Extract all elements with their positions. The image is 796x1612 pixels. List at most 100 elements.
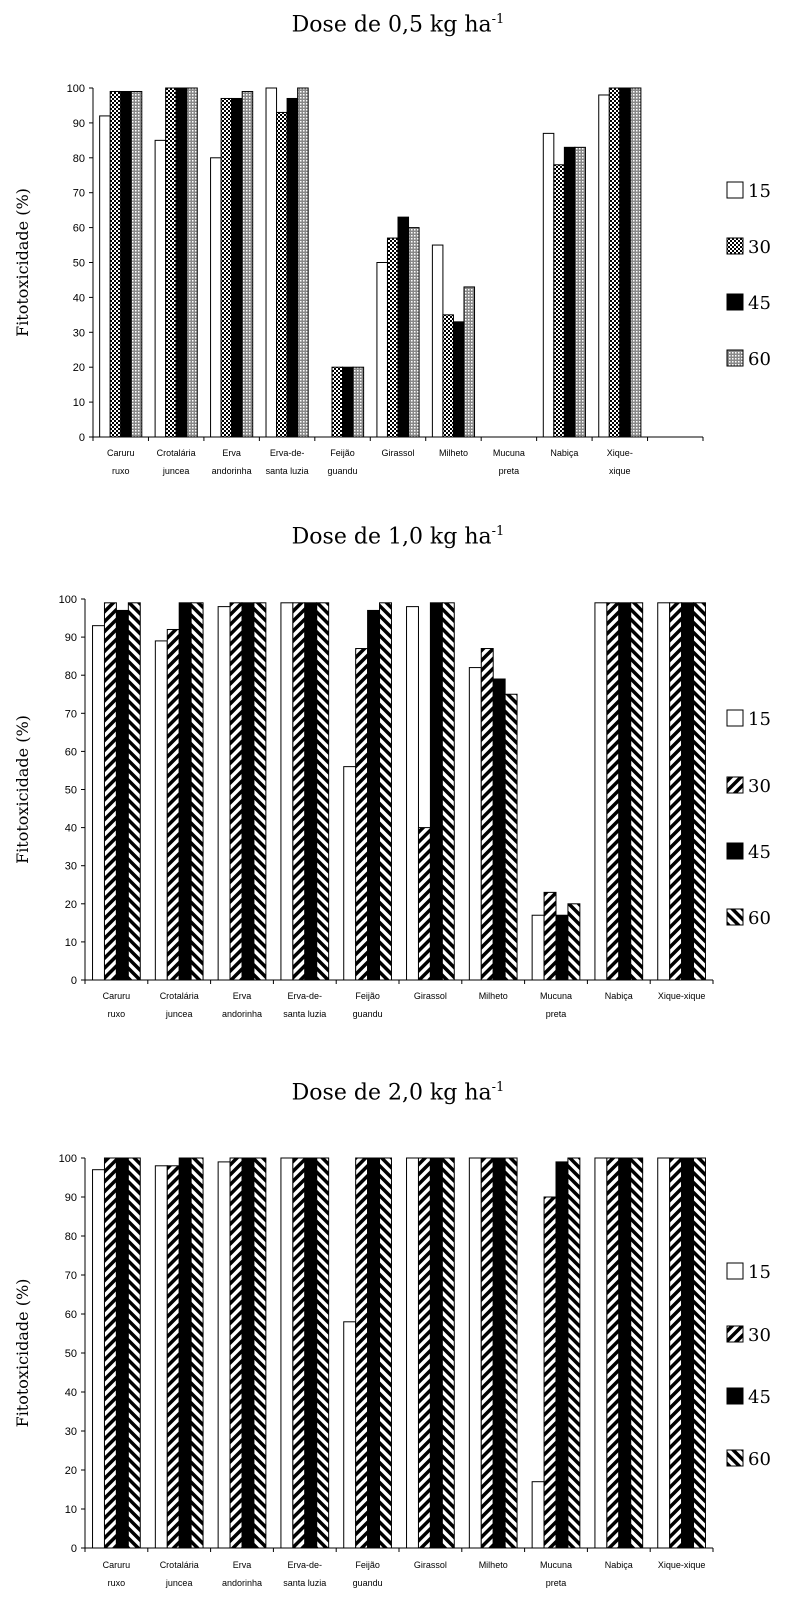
- chart-title-sup-2: -1: [491, 524, 505, 539]
- bar-45: [286, 97, 299, 438]
- legend-label: 30: [748, 776, 771, 797]
- chart-title-sup-1: -1: [491, 12, 505, 27]
- bar-45: [367, 1157, 381, 1549]
- bar-15: [406, 606, 419, 981]
- legend-label: 15: [748, 181, 771, 202]
- x-category-label-line2: juncea: [165, 1009, 193, 1019]
- bar-15: [280, 602, 294, 981]
- bar-30: [109, 90, 122, 438]
- bar-30: [442, 314, 454, 438]
- bar-60: [504, 693, 518, 981]
- x-category-label-line2: andorinha: [222, 1578, 262, 1588]
- x-category-label: Xique-xique: [658, 1560, 706, 1570]
- legend-label: 60: [748, 908, 771, 929]
- x-category-label: Caruru: [103, 991, 131, 1001]
- bar-45: [178, 602, 192, 981]
- x-category-label: Erva-de-: [270, 448, 305, 458]
- bar-45: [681, 602, 695, 981]
- legend-swatch-15: [726, 709, 744, 727]
- bar-30: [355, 648, 369, 981]
- y-tick-label: 40: [65, 1387, 77, 1399]
- bar-30: [355, 1157, 369, 1549]
- x-category-label-line2: ruxo: [112, 466, 130, 476]
- legend-label: 30: [748, 237, 771, 258]
- x-category-label: Caruru: [107, 448, 135, 458]
- x-category-label-line2: andorinha: [222, 1009, 262, 1019]
- x-category-label-line2: preta: [499, 466, 520, 476]
- bar-15: [217, 1161, 231, 1549]
- x-category-label: Milheto: [479, 991, 508, 1001]
- bar-60: [379, 1157, 392, 1549]
- y-tick-label: 10: [65, 1504, 77, 1516]
- legend-swatch-30: [726, 237, 744, 255]
- bar-30: [669, 602, 683, 981]
- y-axis-label: Fitotoxicidade (%): [13, 715, 32, 864]
- bar-15: [542, 132, 555, 438]
- bar-15: [210, 157, 222, 438]
- bar-45: [681, 1157, 695, 1549]
- bar-15: [657, 602, 671, 981]
- x-category-label: Erva: [233, 1560, 252, 1570]
- bar-30: [606, 1157, 620, 1549]
- bar-45: [492, 678, 506, 981]
- y-tick-label: 70: [65, 708, 77, 720]
- bar-45: [367, 609, 381, 981]
- x-category-label: Feijão: [330, 448, 355, 458]
- bar-45: [452, 321, 465, 438]
- bar-45: [429, 1157, 443, 1549]
- bar-60: [630, 602, 644, 981]
- bar-chart-1: Fitotoxicidade (%) 0 10 20 30 40 50 60 70 80 90 100…: [13, 83, 771, 476]
- bar-45: [619, 87, 631, 438]
- bar-30: [103, 1157, 117, 1549]
- x-category-label: Feijão: [355, 1560, 380, 1570]
- x-category-label-line2: xique: [609, 466, 631, 476]
- y-tick-label: 60: [65, 746, 77, 758]
- bar-45: [429, 602, 443, 981]
- bar-45: [231, 97, 243, 438]
- y-tick-label: 100: [67, 83, 85, 95]
- bar-45: [342, 366, 354, 438]
- bar-30: [229, 602, 243, 981]
- y-tick-label: 40: [65, 823, 77, 835]
- bar-60: [297, 87, 309, 438]
- bar-15: [376, 262, 388, 438]
- bar-15: [468, 667, 482, 981]
- bar-30: [543, 891, 557, 981]
- bar-15: [343, 766, 357, 981]
- bar-60: [379, 602, 392, 981]
- y-tick-label: 30: [65, 861, 77, 873]
- legend-label: 30: [748, 1325, 771, 1346]
- bar-15: [594, 1157, 608, 1549]
- bar-30: [386, 237, 399, 438]
- bar-60: [567, 903, 581, 981]
- x-category-label-line2: juncea: [162, 466, 190, 476]
- x-category-label: Girassol: [414, 991, 447, 1001]
- bar-30: [669, 1157, 683, 1549]
- y-tick-label: 50: [65, 785, 77, 797]
- legend-label: 45: [748, 293, 771, 314]
- y-tick-label: 70: [73, 188, 85, 200]
- x-category-label: Feijão: [355, 991, 380, 1001]
- y-tick-label: 0: [71, 1543, 77, 1555]
- x-category-label-line2: andorinha: [212, 466, 252, 476]
- legend-swatch-45: [726, 1387, 744, 1405]
- x-category-label: Mucuna: [493, 448, 525, 458]
- bar-30: [606, 602, 620, 981]
- y-tick-label: 90: [65, 1192, 77, 1204]
- x-category-label: Xique-: [607, 448, 633, 458]
- bar-30: [553, 164, 565, 438]
- chart-title-text-1: Dose de 0,5 kg ha: [291, 12, 492, 38]
- bar-15: [154, 640, 168, 981]
- y-tick-label: 20: [73, 362, 85, 374]
- x-category-label: Girassol: [381, 448, 414, 458]
- bar-15: [265, 87, 278, 438]
- bar-15: [431, 244, 444, 438]
- bar-30: [331, 366, 344, 438]
- bar-60: [693, 602, 706, 981]
- bar-60: [630, 1157, 644, 1549]
- chart-title-text-3: Dose de 2,0 kg ha: [291, 1080, 492, 1106]
- bar-30: [220, 97, 233, 438]
- y-tick-label: 80: [73, 153, 85, 165]
- bar-30: [103, 602, 117, 981]
- y-tick-label: 50: [65, 1348, 77, 1360]
